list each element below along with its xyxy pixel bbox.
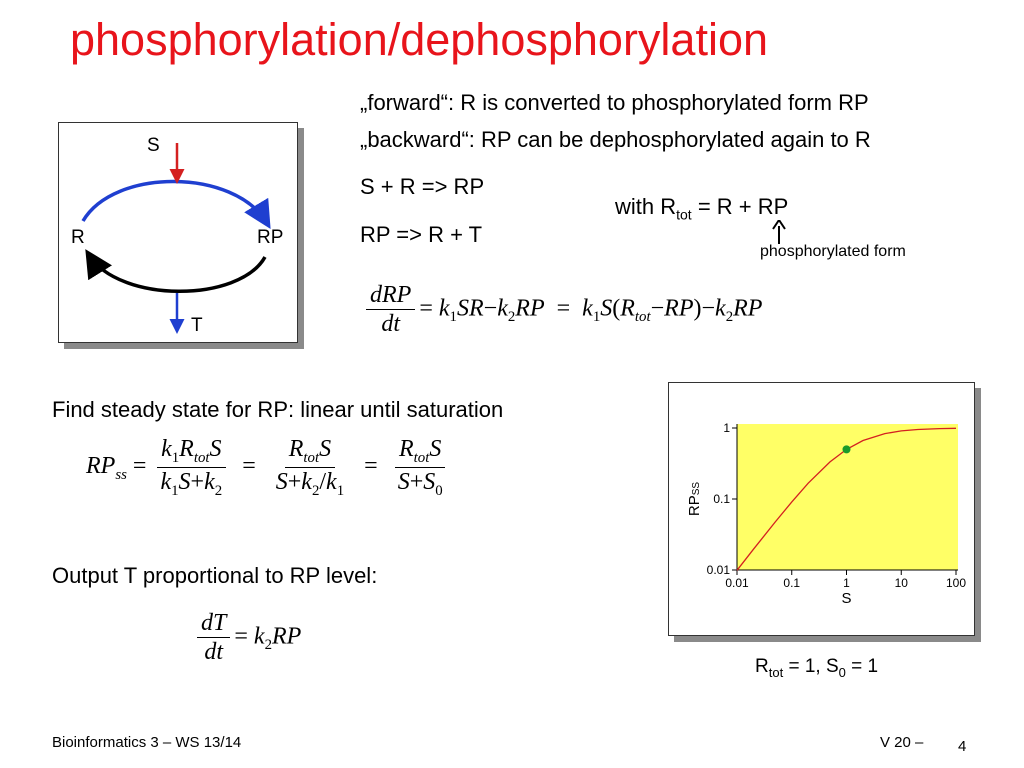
x-tick-label: 10 [895,576,909,590]
phospho-pointer-arrow [772,220,786,244]
x-tick-label: 0.01 [725,576,749,590]
output-text: Output T proportional to RP level: [52,563,378,588]
y-tick-label: 1 [723,421,730,435]
rtot-suffix: = R + RP [691,194,789,219]
backward-description: „backward“: RP can be dephosphorylated a… [360,127,871,152]
x-tick-label: 0.1 [783,576,800,590]
diagram-label-T: T [191,315,203,336]
chart-svg: 0.01 0.1 1 0.01 0.1 1 10 100 S RPSS [686,421,966,607]
x-tick-label: 1 [843,576,850,590]
rate-equation-RP: dRP dt = k1SR−k2RP = k1S(Rtot−RP)−k2RP [362,282,762,338]
backward-arrow [85,249,267,293]
reaction-backward: RP => R + T [360,222,483,247]
chart-caption: Rtot = 1, S0 = 1 [755,656,878,680]
caption-S-sub: 0 [838,664,846,680]
caption-mid: = 1, S [783,656,839,677]
y-axis-label: RPSS [686,482,703,517]
phospho-label: phosphorylated form [760,243,906,260]
diagram-label-R: R [71,227,85,248]
slide-title: phosphorylation/dephosphorylation [70,14,769,65]
steady-state-chart: 0.01 0.1 1 0.01 0.1 1 10 100 S RPSS [668,382,975,636]
y-tick-label: 0.01 [707,563,731,577]
rtot-sub: tot [676,206,692,223]
rtot-prefix: with R [615,194,677,219]
reaction-diagram: S R RP T [58,122,298,343]
steady-state-text: Find steady state for RP: linear until s… [52,397,504,422]
x-axis-label: S [841,590,851,607]
y-axis-label-sub: SS [691,482,702,496]
rate-equation-T: dT dt = k2RP [193,610,301,666]
caption-R-sub: tot [768,664,784,680]
rtot-definition: with Rtot = R + RP [615,194,788,222]
forward-description: „forward“: R is converted to phosphoryla… [360,90,869,115]
y-axis-label-main: RP [686,495,703,516]
caption-end: = 1 [845,656,879,677]
page-number: 4 [958,738,967,755]
caption-R: R [755,656,769,677]
diagram-label-RP: RP [257,227,284,248]
steady-state-equation: RPss = k1RtotS k1S+k2 = RtotS S+k2/k1 = Rt… [86,436,451,499]
diagram-label-S: S [147,135,160,156]
y-tick-label: 0.1 [713,492,730,506]
reaction-forward: S + R => RP [360,174,485,199]
forward-arrow [81,179,271,229]
reaction-diagram-svg [81,143,271,334]
footer-lecture: V 20 – [880,734,924,751]
x-tick-label: 100 [946,576,966,590]
footer-course: Bioinformatics 3 – WS 13/14 [52,734,242,751]
highlight-point [842,445,851,454]
